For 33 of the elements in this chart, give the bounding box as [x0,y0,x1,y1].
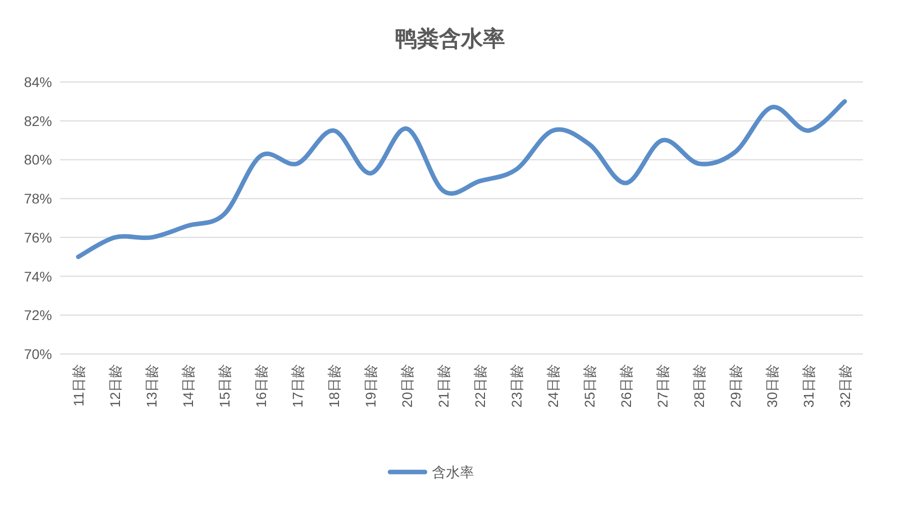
x-tick-label: 23日龄 [508,364,524,408]
x-tick-label: 20日龄 [398,364,415,408]
y-tick-label: 70% [24,346,52,362]
x-tick-label: 25日龄 [581,364,598,408]
x-tick-label: 32日龄 [836,364,853,408]
x-tick-label: 17日龄 [289,364,306,408]
x-tick-label: 31日龄 [800,364,816,408]
line-series [76,99,847,260]
x-tick-label: 15日龄 [216,364,232,408]
x-tick-label: 13日龄 [143,364,160,408]
y-tick-label: 84% [24,74,52,90]
x-tick-label: 24日龄 [544,364,561,408]
x-tick-label: 16日龄 [252,364,269,408]
x-tick-label: 12日龄 [106,364,123,408]
chart-title: 鸭粪含水率 [395,26,505,51]
x-tick-label: 18日龄 [326,364,342,408]
x-tick-label: 26日龄 [618,364,634,408]
y-tick-label: 74% [24,268,52,284]
x-tick-label: 11日龄 [70,364,86,407]
legend-label: 含水率 [432,464,474,480]
x-tick-label: 27日龄 [654,364,670,408]
x-tick-label: 22日龄 [472,364,488,408]
x-tick-label: 19日龄 [362,364,378,408]
y-tick-label: 76% [24,229,52,246]
y-tick-label: 80% [24,152,52,168]
y-tick-label: 82% [24,112,52,129]
y-tick-label: 72% [24,307,52,324]
x-tick-label: 14日龄 [180,364,196,408]
y-tick-label: 78% [24,190,52,207]
x-tick-label: 30日龄 [764,364,780,408]
x-tick-label: 28日龄 [690,364,707,408]
x-tick-label: 21日龄 [435,364,452,408]
x-tick-label: 29日龄 [727,364,744,408]
